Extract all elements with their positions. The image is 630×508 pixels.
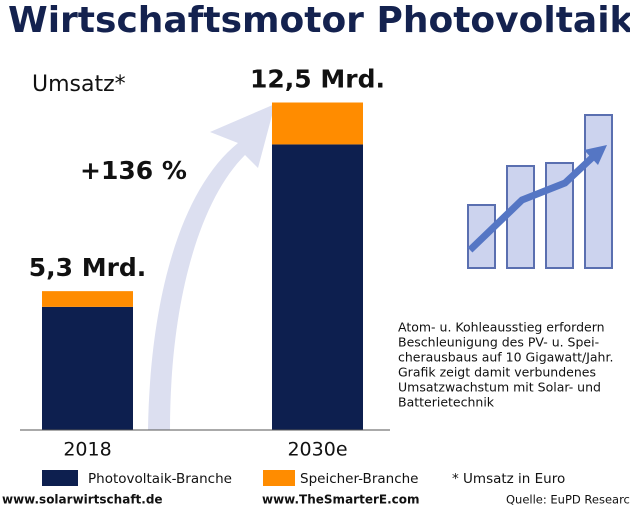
legend-swatch <box>263 470 295 486</box>
total-label: 12,5 Mrd. <box>250 65 385 94</box>
subtitle: Umsatz* <box>32 72 126 97</box>
legend-label: Speicher-Branche <box>300 471 418 487</box>
source: Quelle: EuPD Research <box>506 493 630 507</box>
total-label: 5,3 Mrd. <box>29 253 147 282</box>
icon <box>467 114 613 269</box>
footer: www.TheSmarterE.com <box>262 493 420 507</box>
bar-segment <box>272 144 363 431</box>
footer: www.solarwirtschaft.de <box>2 493 163 507</box>
annotation-line: Umsatzwachstum mit Solar- und <box>398 380 601 395</box>
annotation-line: Atom- u. Kohleausstieg erfordern <box>398 320 605 335</box>
legend-label: Photovoltaik-Branche <box>88 471 232 487</box>
annotation-line: Beschleunigung des PV- u. Spei- <box>398 335 599 350</box>
x-tick-label: 2018 <box>63 439 111 461</box>
growth-label: +136 % <box>80 156 187 185</box>
annotation-line: cherausbaus auf 10 Gigawatt/Jahr. <box>398 350 613 365</box>
annotation-line: Grafik zeigt damit verbundenes <box>398 365 596 380</box>
bar-segment <box>42 306 133 430</box>
chart-title: Wirtschaftsmotor Photovoltaik <box>8 0 630 41</box>
footnote: * Umsatz in Euro <box>452 471 565 487</box>
x-tick-label: 2030e <box>287 439 347 461</box>
bar-segment <box>272 102 363 145</box>
growth-arrow <box>148 104 275 430</box>
legend-swatch <box>42 470 78 486</box>
annotation-line: Batterietechnik <box>398 395 495 410</box>
bar-segment <box>42 291 133 307</box>
